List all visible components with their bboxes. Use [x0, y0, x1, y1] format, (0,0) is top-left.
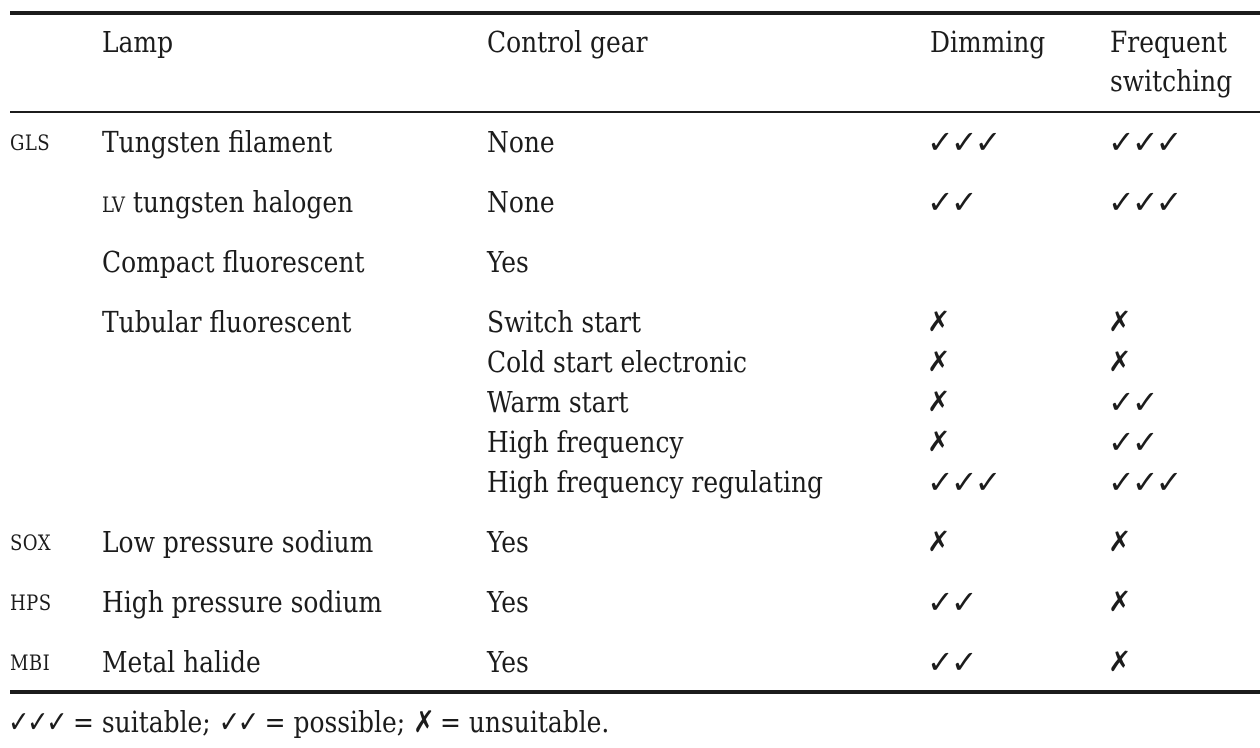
header-frequent-switching-line1: Frequent	[1110, 25, 1227, 59]
possible-symbol: ✓✓	[218, 705, 260, 740]
row-dimming-rating: ✗	[927, 385, 951, 418]
row-switching-rating: ✗	[1108, 345, 1132, 378]
header-lamp: Lamp	[102, 25, 174, 59]
table-footnote: ✓✓✓ = suitable; ✓✓ = possible; ✗ = unsui…	[8, 702, 609, 743]
row-lamp: Compact fluorescent	[102, 245, 365, 279]
row-control-gear: Yes	[487, 525, 529, 559]
row-abbreviation: SOX	[10, 531, 52, 555]
unsuitable-label: = unsuitable.	[432, 705, 610, 739]
row-control-gear: Yes	[487, 645, 529, 679]
row-lamp: Metal halide	[102, 645, 261, 679]
row-control-gear: Switch start	[487, 305, 642, 339]
row-control-gear: Yes	[487, 245, 529, 279]
row-dimming-rating: ✗	[927, 525, 951, 558]
row-dimming-rating: ✓✓✓	[927, 463, 1001, 501]
suitable-symbol: ✓✓✓	[8, 705, 68, 740]
row-abbreviation: HPS	[10, 591, 52, 615]
row-switching-rating: ✗	[1108, 305, 1132, 338]
row-abbreviation: MBI	[10, 651, 51, 675]
possible-label: = possible;	[256, 705, 414, 739]
row-dimming-rating: ✓✓	[927, 583, 978, 621]
row-dimming-rating: ✓✓	[927, 183, 978, 221]
row-switching-rating: ✓✓✓	[1108, 123, 1182, 161]
suitable-label: = suitable;	[65, 705, 219, 739]
row-control-gear: None	[487, 185, 555, 219]
row-switching-rating: ✗	[1108, 525, 1132, 558]
row-dimming-rating: ✗	[927, 345, 951, 378]
row-lamp-text: tungsten halogen	[124, 185, 354, 219]
row-lamp-prefix: LV	[102, 193, 125, 217]
row-control-gear: Yes	[487, 585, 529, 619]
row-abbreviation: GLS	[10, 131, 51, 155]
table-header-rule	[10, 111, 1260, 113]
row-control-gear: Warm start	[487, 385, 629, 419]
row-dimming-rating: ✓✓	[927, 643, 978, 681]
row-dimming-rating: ✗	[927, 425, 951, 458]
row-lamp: Tubular fluorescent	[102, 305, 352, 339]
row-control-gear: Cold start electronic	[487, 345, 747, 379]
row-switching-rating: ✓✓	[1108, 383, 1159, 421]
row-dimming-rating: ✓✓✓	[927, 123, 1001, 161]
row-lamp: LV tungsten halogen	[102, 182, 353, 225]
header-dimming: Dimming	[930, 25, 1046, 59]
unsuitable-symbol: ✗	[413, 705, 435, 740]
row-control-gear: High frequency regulating	[487, 465, 824, 499]
table-bottom-rule	[10, 690, 1260, 694]
row-dimming-rating: ✗	[927, 305, 951, 338]
row-lamp: Low pressure sodium	[102, 525, 374, 559]
row-switching-rating: ✗	[1108, 645, 1132, 678]
row-control-gear: High frequency	[487, 425, 684, 459]
row-lamp: Tungsten filament	[102, 125, 333, 159]
row-switching-rating: ✓✓✓	[1108, 463, 1182, 501]
row-switching-rating: ✗	[1108, 585, 1132, 618]
row-lamp: High pressure sodium	[102, 585, 383, 619]
table-top-rule	[10, 11, 1260, 15]
header-frequent-switching-line2: switching	[1110, 64, 1233, 98]
header-control-gear: Control gear	[487, 25, 648, 59]
row-control-gear: None	[487, 125, 555, 159]
row-switching-rating: ✓✓✓	[1108, 183, 1182, 221]
row-switching-rating: ✓✓	[1108, 423, 1159, 461]
